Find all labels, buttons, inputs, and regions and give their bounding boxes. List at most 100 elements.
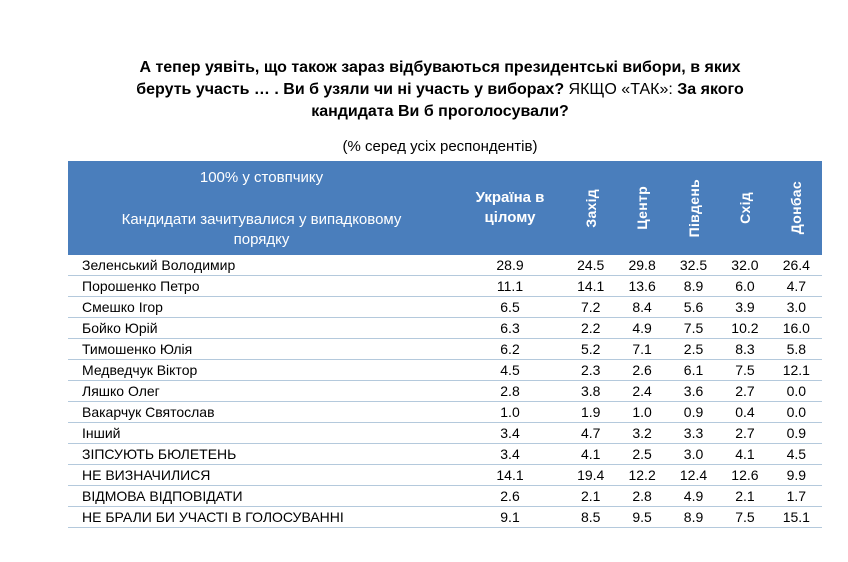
row-value: 2.3 [580, 362, 601, 378]
row-label: НЕ БРАЛИ БИ УЧАСТІ В ГОЛОСУВАННІ [82, 509, 344, 525]
row-value: 9.1 [500, 509, 520, 525]
row-value: 2.8 [632, 488, 652, 504]
row-label: Ляшко Олег [82, 383, 160, 399]
row-value: 0.0 [786, 383, 807, 399]
table-row: НЕ БРАЛИ БИ УЧАСТІ В ГОЛОСУВАННІ 9.1 8.5 9.… [68, 507, 822, 528]
row-value: 2.5 [632, 446, 652, 462]
row-label: Медведчук Віктор [82, 362, 198, 378]
row-value: 7.5 [683, 320, 704, 336]
row-label: Смешко Ігор [82, 299, 163, 315]
row-value: 2.7 [735, 425, 755, 441]
corner-label: Кандидати зачитувалися у випадковому пор… [121, 211, 402, 248]
table-row: ВІДМОВА ВІДПОВІДАТИ 2.6 2.1 2.8 4.9 2.1 1.7 [68, 486, 822, 507]
row-label: ВІДМОВА ВІДПОВІДАТИ [82, 488, 243, 504]
table-corner-cell: 100% у стовпчику Кандидати зачитувалися … [68, 161, 455, 255]
row-value: 4.1 [735, 446, 755, 462]
row-value: 3.3 [683, 425, 704, 441]
page-subtitle: (% серед усіх респондентів) [342, 138, 538, 155]
table-row: Смешко Ігор 6.5 7.2 8.4 5.6 3.9 3.0 [68, 297, 822, 318]
row-value: 8.9 [683, 278, 704, 294]
row-value: 2.2 [580, 320, 601, 336]
column-header-pivden: Південь [668, 161, 719, 255]
row-value: 4.5 [500, 362, 520, 378]
row-value: 6.5 [500, 299, 520, 315]
row-value: 5.8 [786, 341, 807, 357]
table-row: Зеленський Володимир 28.9 24.5 29.8 32.5 32.0… [68, 255, 822, 276]
row-value: 13.6 [628, 278, 656, 294]
row-value: 6.1 [683, 362, 704, 378]
column-header-tsentr: Центр [616, 161, 667, 255]
row-value: 2.4 [632, 383, 652, 399]
row-value: 2.1 [580, 488, 601, 504]
row-value: 32.5 [679, 257, 708, 273]
row-value: 28.9 [496, 257, 524, 273]
row-value: 16.0 [782, 320, 810, 336]
row-value: 3.8 [580, 383, 601, 399]
table-row: НЕ ВИЗНАЧИЛИСЯ 14.1 19.4 12.2 12.4 12.6 9.9 [68, 465, 822, 486]
row-value: 4.7 [580, 425, 601, 441]
column-header-label: Південь [685, 178, 702, 238]
row-label: Інший [82, 425, 121, 441]
row-value: 2.8 [500, 383, 520, 399]
row-value: 12.6 [731, 467, 759, 483]
row-value: 26.4 [782, 257, 810, 273]
row-value: 14.1 [577, 278, 605, 294]
row-value: 8.4 [632, 299, 652, 315]
table-row: Медведчук Віктор 4.5 2.3 2.6 6.1 7.5 12.1 [68, 360, 822, 381]
row-value: 1.0 [632, 404, 652, 420]
row-value: 8.5 [580, 509, 601, 525]
table-row: Порошенко Петро 11.1 14.1 13.6 8.9 6.0 4.7 [68, 276, 822, 297]
row-value: 12.4 [679, 467, 708, 483]
row-value: 14.1 [496, 467, 524, 483]
row-value: 12.1 [782, 362, 810, 378]
row-value: 2.6 [500, 488, 520, 504]
table-row: Вакарчук Святослав 1.0 1.9 1.0 0.9 0.4 0.0 [68, 402, 822, 423]
row-value: 9.5 [632, 509, 652, 525]
row-value: 2.1 [735, 488, 755, 504]
row-label: Тимошенко Юлія [82, 341, 193, 357]
row-label: ЗІПСУЮТЬ БЮЛЕТЕНЬ [82, 446, 237, 462]
row-value: 3.4 [500, 446, 520, 462]
results-table: 100% у стовпчику Кандидати зачитувалися … [68, 161, 822, 528]
row-value: 7.1 [632, 341, 652, 357]
row-value: 4.9 [683, 488, 704, 504]
title-bold-part-2: За якого кандидата Ви б проголосували? [311, 81, 744, 120]
table-header-row: 100% у стовпчику Кандидати зачитувалися … [68, 161, 822, 255]
table-row: ЗІПСУЮТЬ БЮЛЕТЕНЬ 3.4 4.1 2.5 3.0 4.1 4.5 [68, 444, 822, 465]
table-row: Бойко Юрій 6.3 2.2 4.9 7.5 10.2 16.0 [68, 318, 822, 339]
row-value: 3.2 [632, 425, 652, 441]
column-header-donbas: Донбас [771, 161, 822, 255]
row-value: 32.0 [731, 257, 759, 273]
title-regular-part: ЯКЩО «ТАК»: [564, 81, 678, 98]
row-label: Порошенко Петро [82, 278, 200, 294]
row-label: НЕ ВИЗНАЧИЛИСЯ [82, 467, 211, 483]
row-value: 1.0 [500, 404, 520, 420]
table-row: Тимошенко Юлія 6.2 5.2 7.1 2.5 8.3 5.8 [68, 339, 822, 360]
row-value: 2.6 [632, 362, 652, 378]
row-value: 6.3 [500, 320, 520, 336]
row-value: 7.2 [580, 299, 601, 315]
row-value: 3.6 [683, 383, 704, 399]
page-title: А тепер уявіть, що також зараз відбувают… [110, 57, 770, 123]
row-label: Бойко Юрій [82, 320, 158, 336]
corner-note: 100% у стовпчику [199, 169, 324, 186]
row-value: 3.0 [786, 299, 807, 315]
row-value: 10.2 [731, 320, 759, 336]
column-header-label: Захід [582, 188, 599, 228]
row-value: 5.2 [580, 341, 601, 357]
row-value: 12.2 [628, 467, 656, 483]
row-value: 0.9 [683, 404, 704, 420]
column-header-label: Схід [736, 192, 753, 224]
row-label: Зеленський Володимир [82, 257, 236, 273]
row-value: 29.8 [628, 257, 656, 273]
row-value: 2.7 [735, 383, 755, 399]
row-value: 1.9 [580, 404, 601, 420]
row-value: 6.0 [735, 278, 755, 294]
row-value: 4.7 [786, 278, 807, 294]
row-value: 2.5 [683, 341, 704, 357]
row-value: 8.3 [735, 341, 755, 357]
column-header-label: Донбас [788, 181, 805, 235]
column-header-zakhid: Захід [565, 161, 616, 255]
row-value: 3.4 [500, 425, 520, 441]
row-value: 8.9 [683, 509, 704, 525]
